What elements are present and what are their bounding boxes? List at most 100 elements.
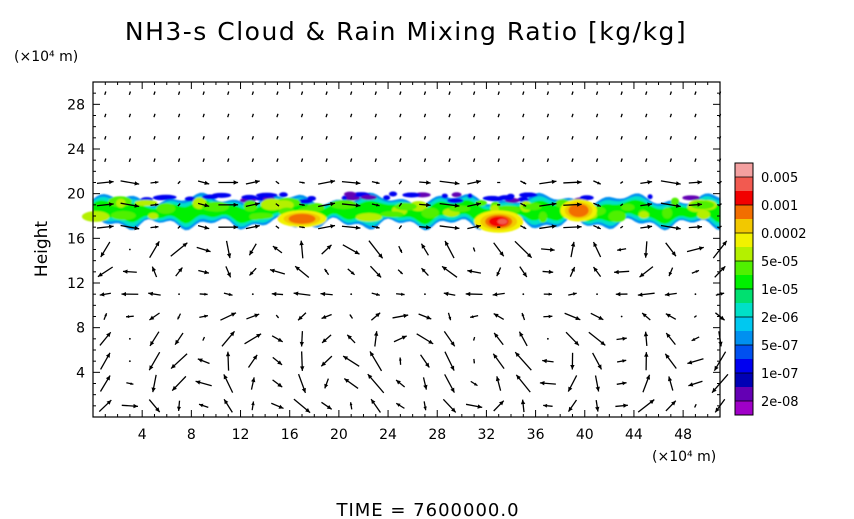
wind-vector-head	[643, 331, 649, 337]
wind-vector-head	[252, 91, 254, 94]
wind-vector-head	[350, 113, 352, 116]
wind-vector-head	[254, 313, 260, 318]
wind-vector-head	[344, 378, 350, 383]
colorbar-swatch	[735, 387, 753, 402]
wind-vector-field	[96, 91, 729, 414]
wind-vector-head	[424, 113, 426, 116]
wind-vector-head	[647, 202, 653, 207]
wind-vector-head	[621, 136, 623, 138]
wind-vector-head	[423, 406, 427, 411]
wind-vector-head	[473, 247, 475, 250]
wind-vector-head	[568, 386, 573, 392]
wind-vector-head	[522, 113, 524, 116]
wind-vector-head	[498, 158, 500, 161]
wind-vector-head	[374, 331, 379, 336]
contour-patch	[421, 207, 439, 219]
contour-patch	[355, 213, 383, 222]
wind-vector-head	[572, 292, 577, 296]
wind-vector-head	[195, 380, 201, 385]
wind-vector-head	[665, 353, 670, 359]
wind-vector-head	[375, 136, 377, 138]
x-tick-label: 8	[187, 427, 196, 443]
wind-vector-head	[376, 181, 380, 185]
wind-vector-head	[349, 402, 353, 406]
wind-vector-head	[424, 136, 426, 138]
contour-patch	[608, 210, 627, 223]
wind-vector-head	[326, 91, 328, 94]
wind-vector-head	[399, 158, 402, 161]
wind-vector-head	[670, 158, 672, 161]
wind-vector-head	[465, 291, 471, 297]
wind-vector-head	[467, 269, 473, 274]
wind-vector-head	[375, 113, 377, 116]
wind-vector-head	[204, 314, 208, 318]
wind-vector-head	[577, 224, 582, 230]
wind-vector-head	[643, 253, 649, 258]
wind-vector-head	[254, 202, 260, 207]
x-tick-label: 40	[576, 427, 594, 443]
wind-vector-head	[644, 352, 649, 357]
contour-peak	[497, 218, 508, 225]
wind-vector-head	[621, 181, 623, 183]
wind-vector-head	[551, 202, 557, 207]
wind-vector-head	[449, 113, 451, 116]
wind-vector	[694, 293, 697, 296]
wind-vector-head	[445, 240, 449, 246]
contour-patch	[522, 203, 539, 210]
wind-vector-head	[399, 91, 402, 94]
wind-vector-head	[668, 271, 673, 277]
wind-vector-head	[153, 136, 156, 138]
wind-vector-head	[276, 136, 279, 138]
contour-patch	[279, 192, 288, 198]
colorbar-label: 2e-08	[761, 395, 799, 410]
contour-patch	[201, 194, 219, 200]
wind-vector-head	[276, 91, 279, 94]
wind-vector-head	[100, 252, 105, 258]
wind-vector-head	[543, 403, 548, 408]
wind-vector-head	[694, 113, 697, 116]
contour-patch	[482, 195, 502, 201]
wind-vector-head	[423, 384, 428, 390]
wind-vector-head	[522, 158, 524, 161]
wind-vector-head	[671, 400, 676, 406]
wind-vector	[178, 293, 180, 296]
wind-vector-head	[375, 91, 377, 94]
wind-vector-head	[498, 113, 500, 116]
x-unit-label: (×10⁴ m)	[652, 449, 716, 465]
wind-vector-head	[199, 403, 204, 408]
contour-patch	[621, 203, 635, 211]
wind-vector-head	[597, 181, 601, 185]
wind-vector-head	[278, 404, 284, 409]
wind-vector-head	[301, 113, 303, 116]
wind-vector-head	[276, 158, 279, 161]
wind-vector-head	[177, 316, 180, 320]
x-axis-ticks: 4 8 12 16 20 24 28 32 36 40 44 48	[104, 82, 709, 443]
wind-vector-head	[665, 313, 671, 318]
wind-vector-head	[123, 269, 128, 274]
wind-vector-head	[403, 313, 409, 318]
wind-vector-head	[697, 224, 702, 230]
contour-patch	[110, 211, 136, 221]
wind-vector-head	[301, 136, 303, 138]
wind-vector-head	[150, 341, 155, 346]
wind-vector-head	[233, 225, 239, 230]
wind-vector-head	[570, 241, 576, 247]
wind-vector-head	[526, 253, 532, 258]
wind-vector-head	[399, 136, 402, 138]
wind-vector-head	[155, 225, 159, 229]
wind-vector-head	[450, 365, 455, 371]
y-tick-label: 24	[67, 142, 85, 158]
colorbar-swatch	[735, 205, 753, 220]
wind-vector-head	[645, 374, 650, 380]
wind-vector-head	[476, 224, 481, 229]
wind-vector-head	[499, 400, 504, 406]
colorbar: 0.005 0.001 0.0002 5e-05 1e-05 2e-06 5e-07 1e-0…	[734, 162, 807, 416]
y-axis-label: Height	[32, 221, 52, 278]
wind-vector-head	[450, 341, 455, 347]
wind-vector-head	[271, 291, 277, 297]
wind-vector-head	[227, 136, 229, 138]
colorbar-swatch	[735, 275, 753, 290]
wind-vector-head	[473, 158, 475, 161]
wind-vector-head	[571, 158, 574, 161]
wind-vector-head	[577, 202, 582, 207]
